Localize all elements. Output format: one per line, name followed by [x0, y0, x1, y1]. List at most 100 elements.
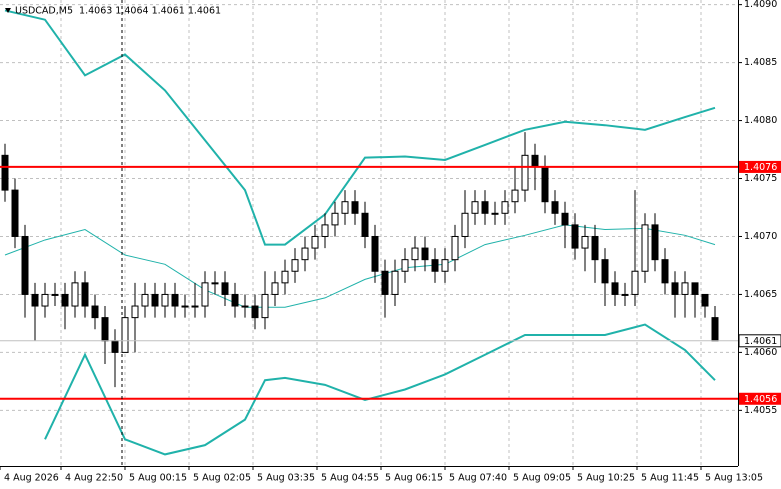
- candles: [1, 132, 719, 388]
- candle-body: [291, 259, 299, 272]
- candle-body: [521, 154, 529, 191]
- level-label: 1.4076: [744, 162, 777, 173]
- candle-body: [21, 235, 29, 295]
- candle-body: [431, 259, 439, 272]
- candle-body: [691, 282, 699, 295]
- candle-body: [231, 293, 239, 307]
- candle-body: [251, 305, 259, 319]
- candle-body: [591, 235, 599, 261]
- candle-body: [511, 189, 519, 203]
- last-price-label: 1.4061: [744, 336, 777, 347]
- candle-body: [301, 247, 309, 261]
- candle-body: [551, 201, 559, 214]
- candle-body: [181, 305, 189, 308]
- x-tick-label: 5 Aug 13:05: [705, 473, 763, 484]
- candle-body: [121, 317, 129, 353]
- candle-body: [171, 293, 179, 307]
- candle-body: [581, 235, 589, 249]
- band-lower: [44, 323, 716, 456]
- levels: 1.4076 1.4056 1.4061: [0, 160, 781, 405]
- chart-title: USDCAD,M5 1.4063 1.4064 1.4061 1.4061: [15, 6, 221, 17]
- level-tag: [739, 160, 781, 173]
- candle-body: [1, 154, 9, 191]
- x-tick-label: 5 Aug 00:15: [129, 473, 187, 484]
- candle-body: [361, 212, 369, 237]
- candle-body: [541, 166, 549, 203]
- y-tick-label: 1.4055: [744, 405, 777, 416]
- candle-body: [441, 259, 449, 272]
- candle-body: [271, 282, 279, 295]
- candle-body: [41, 293, 49, 307]
- menu-icon[interactable]: [5, 8, 11, 13]
- x-tick-label: 5 Aug 07:40: [449, 473, 507, 484]
- bands: [4, 9, 716, 456]
- candle-body: [71, 282, 79, 307]
- candle-body: [81, 282, 89, 307]
- candle-body: [531, 154, 539, 168]
- y-tick-label: 1.4065: [744, 289, 777, 300]
- candle-body: [571, 224, 579, 249]
- candle-body: [701, 293, 709, 307]
- candle-body: [391, 270, 399, 295]
- band-middle: [4, 224, 716, 308]
- x-tick-label: 5 Aug 11:45: [641, 473, 699, 484]
- candle-body: [401, 259, 409, 272]
- candle-body: [261, 293, 269, 319]
- candle-body: [381, 270, 389, 295]
- candle-body: [631, 270, 639, 295]
- candle-body: [201, 282, 209, 307]
- y-tick-label: 1.4075: [744, 173, 777, 184]
- y-tick-label: 1.4080: [744, 115, 777, 126]
- candle-body: [461, 212, 469, 237]
- candle-body: [211, 282, 219, 285]
- candle-body: [131, 305, 139, 319]
- y-tick-label: 1.4070: [744, 231, 777, 242]
- x-tick-label: 4 Aug 2026: [4, 473, 59, 484]
- candle-body: [371, 235, 379, 272]
- candle-body: [31, 293, 39, 307]
- x-tick-label: 4 Aug 22:50: [65, 473, 123, 484]
- candle-body: [311, 235, 319, 249]
- candle-body: [221, 282, 229, 295]
- candle-body: [101, 317, 109, 342]
- y-tick-label: 1.4060: [744, 347, 777, 358]
- candle-body: [661, 259, 669, 284]
- candle-body: [481, 201, 489, 214]
- x-tick-label: 5 Aug 03:35: [257, 473, 315, 484]
- candle-body: [561, 212, 569, 226]
- candle-body: [331, 212, 339, 226]
- candle-body: [111, 340, 119, 353]
- x-tick-label: 5 Aug 09:05: [513, 473, 571, 484]
- candle-body: [421, 247, 429, 261]
- candle-body: [671, 282, 679, 295]
- candle-body: [471, 201, 479, 214]
- level-label: 1.4056: [744, 394, 777, 405]
- candle-body: [321, 224, 329, 237]
- candle-body: [641, 224, 649, 272]
- candle-body: [611, 282, 619, 295]
- candle-body: [51, 293, 59, 296]
- candle-body: [651, 224, 659, 261]
- candle-body: [151, 293, 159, 307]
- candle-body: [161, 293, 169, 307]
- candle-body: [501, 201, 509, 214]
- y-tick-label: 1.4090: [744, 0, 777, 10]
- x-tick-label: 5 Aug 06:15: [385, 473, 443, 484]
- candle-body: [91, 305, 99, 319]
- band-upper: [4, 9, 716, 246]
- candle-body: [451, 235, 459, 261]
- candle-body: [351, 201, 359, 214]
- candle-body: [601, 259, 609, 284]
- candle-body: [681, 282, 689, 295]
- candle-body: [621, 293, 629, 296]
- x-tick-label: 5 Aug 02:05: [193, 473, 251, 484]
- level-tag: [739, 392, 781, 405]
- candle-body: [141, 293, 149, 307]
- candle-body: [281, 270, 289, 284]
- candle-body: [191, 305, 199, 308]
- candle-body: [11, 189, 19, 237]
- y-tick-label: 1.4085: [744, 57, 777, 68]
